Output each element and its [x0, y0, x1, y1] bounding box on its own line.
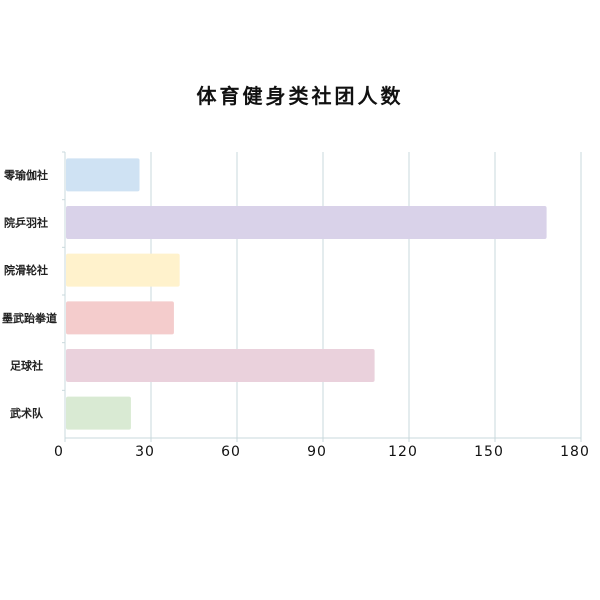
x-tick-label: 90	[307, 444, 327, 460]
bar	[66, 301, 174, 335]
category-label: 院滑轮社	[4, 263, 48, 277]
x-tick-label: 180	[560, 444, 590, 460]
bar	[66, 253, 180, 287]
category-label: 足球社	[10, 359, 43, 373]
category-label: 零瑜伽社	[3, 168, 48, 182]
category-label: 武术队	[10, 406, 44, 420]
category-label: 院乒羽社	[4, 216, 48, 230]
bar	[66, 206, 547, 239]
x-tick-label: 120	[388, 444, 418, 460]
x-tick-label: 60	[221, 444, 241, 460]
x-tick-label: 150	[474, 444, 504, 460]
x-tick-label: 30	[135, 444, 155, 460]
category-label: 墨武跆拳道	[2, 311, 57, 325]
bar	[66, 396, 131, 430]
chart-title: 体育健身类社团人数	[196, 84, 404, 108]
bar	[66, 349, 375, 382]
x-tick-label: 0	[54, 444, 64, 460]
bar	[66, 158, 140, 192]
